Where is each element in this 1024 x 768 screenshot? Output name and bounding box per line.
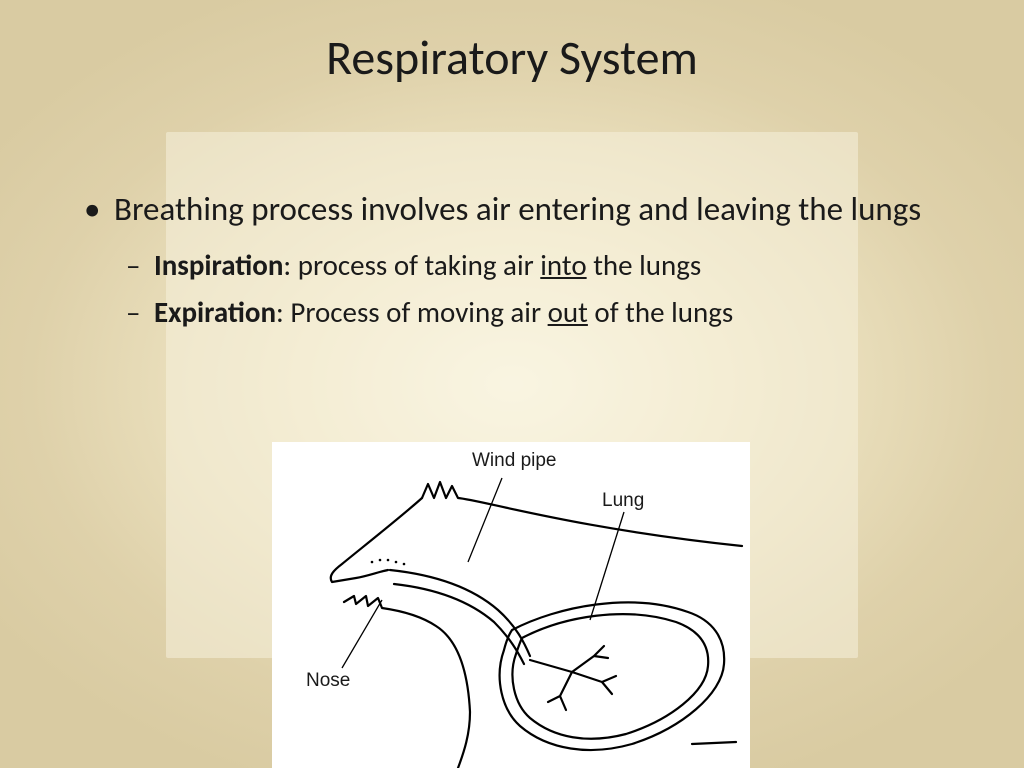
underlined-into: into: [540, 247, 586, 283]
slide-title: Respiratory System: [0, 28, 1024, 87]
term-expiration: Expiration: [154, 294, 276, 330]
stroke-bottom-right: [692, 742, 736, 744]
stroke-lung-outer: [500, 602, 725, 750]
stroke-jaw-body: [344, 596, 470, 768]
underlined-out: out: [548, 294, 588, 330]
bullet-sub0-a: : process of taking air: [283, 247, 540, 283]
label-nose: Nose: [306, 670, 350, 691]
stroke-trachea-lower: [394, 584, 524, 664]
bullet-list-level1: Breathing process involves air entering …: [78, 188, 958, 333]
slide-content: Breathing process involves air entering …: [78, 188, 958, 351]
label-windpipe: Wind pipe: [472, 450, 557, 471]
bullet-item-expiration: Expiration: Process of moving air out of…: [114, 293, 958, 332]
diagram-svg: Wind pipe Lung Nose: [272, 442, 750, 768]
stroke-head-back: [422, 482, 742, 546]
bullet-main-text: Breathing process involves air entering …: [114, 189, 921, 229]
bullet-item-inspiration: Inspiration: process of taking air into …: [114, 246, 958, 285]
nostril-dots: [371, 559, 406, 566]
stroke-snout-upper: [331, 498, 422, 582]
bullet-sub1-a: : Process of moving air: [276, 294, 548, 330]
bullet-item-main: Breathing process involves air entering …: [78, 188, 958, 333]
stroke-bronchus-b: [572, 672, 616, 694]
respiratory-diagram: Wind pipe Lung Nose: [272, 442, 750, 768]
stroke-bronchus-c: [548, 672, 572, 710]
term-inspiration: Inspiration: [154, 247, 283, 283]
label-lung: Lung: [602, 490, 644, 511]
diagram-strokes: [331, 482, 742, 768]
leader-windpipe: [468, 478, 502, 562]
bullet-sub1-b: of the lungs: [588, 294, 733, 330]
bullet-list-level2: Inspiration: process of taking air into …: [114, 246, 958, 332]
stroke-bronchus-main: [530, 660, 572, 672]
leader-nose: [342, 600, 382, 668]
stroke-bronchus-a: [572, 646, 608, 672]
stroke-trachea-upper: [390, 570, 530, 656]
bullet-sub0-b: the lungs: [587, 247, 702, 283]
stroke-lung-inner: [512, 614, 708, 739]
slide: Respiratory System Breathing process inv…: [0, 0, 1024, 768]
